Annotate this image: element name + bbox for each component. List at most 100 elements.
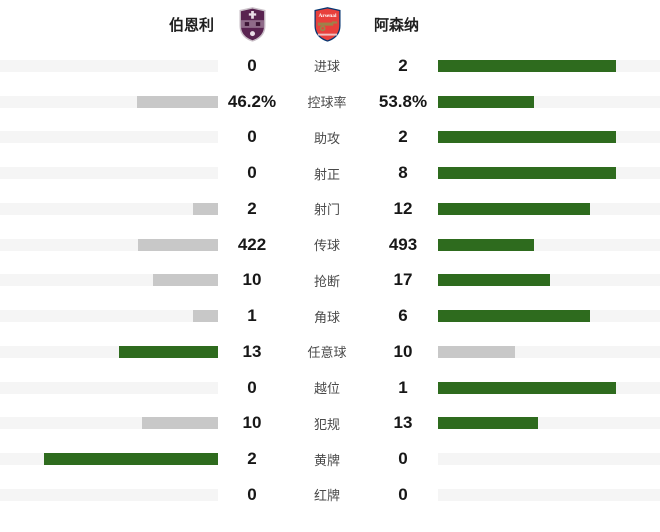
home-bar-fill [137, 238, 218, 251]
home-bar-fill [43, 453, 218, 466]
away-bar-track [438, 238, 660, 251]
away-bar-track [438, 488, 660, 501]
home-bar-fill [193, 310, 218, 323]
away-bar-track [438, 453, 660, 466]
stat-row: 0 助攻 2 [0, 120, 660, 156]
home-value: 13 [242, 341, 262, 361]
home-bar-fill [119, 345, 218, 358]
away-value: 2 [398, 127, 408, 147]
home-bar-track [0, 417, 218, 430]
stat-label: 黄牌 [313, 452, 340, 468]
stat-label: 红牌 [313, 488, 340, 504]
arsenal-crest-text: Arsenal [318, 12, 336, 18]
arsenal-crest-icon: Arsenal [313, 6, 341, 42]
stat-row: 0 射正 8 [0, 155, 660, 191]
home-value: 10 [242, 413, 262, 433]
away-value: 493 [388, 234, 418, 254]
home-bar-track [0, 274, 218, 287]
home-bar-track [0, 381, 218, 394]
away-bar-fill [438, 202, 591, 215]
away-bar-fill [438, 274, 550, 287]
stat-label: 传球 [313, 238, 340, 254]
away-bar-fill [438, 238, 534, 251]
home-value: 0 [247, 163, 257, 183]
home-value: 0 [247, 55, 257, 75]
stat-row: 0 红牌 0 [0, 477, 660, 513]
stat-label: 助攻 [313, 130, 340, 146]
home-value: 2 [247, 449, 257, 469]
away-value: 10 [393, 341, 413, 361]
away-value: 13 [393, 413, 413, 433]
away-team-name: 阿森纳 [374, 16, 420, 34]
away-value: 53.8% [378, 91, 428, 111]
away-bar-track [438, 381, 660, 394]
stat-row: 10 犯规 13 [0, 406, 660, 442]
home-value: 422 [237, 234, 267, 254]
away-bar-track [438, 345, 660, 358]
away-value: 0 [398, 484, 408, 504]
burnley-crest-icon [238, 6, 266, 42]
home-bar-track [0, 488, 218, 501]
stat-row: 422 传球 493 [0, 227, 660, 263]
away-value: 0 [398, 449, 408, 469]
stat-row: 0 进球 2 [0, 48, 660, 84]
away-value: 17 [393, 270, 413, 290]
away-bar-track [438, 417, 660, 430]
stat-row: 0 越位 1 [0, 370, 660, 406]
home-bar-track [0, 453, 218, 466]
home-bar-track [0, 345, 218, 358]
away-bar-fill [438, 131, 616, 144]
away-bar-track [438, 274, 660, 287]
away-bar-track [438, 95, 660, 108]
home-bar-fill [193, 202, 218, 215]
home-bar-track [0, 310, 218, 323]
home-bar-track [0, 238, 218, 251]
stat-label: 犯规 [313, 416, 340, 432]
home-bar-fill [142, 417, 218, 430]
away-bar-track [438, 167, 660, 180]
away-bar-track [438, 202, 660, 215]
away-bar-fill [438, 167, 616, 180]
away-value: 8 [398, 163, 408, 183]
away-bar-fill [438, 310, 591, 323]
away-value: 1 [398, 377, 408, 397]
stat-row: 46.2% 控球率 53.8% [0, 84, 660, 120]
stat-label: 任意球 [307, 345, 347, 361]
away-bar-fill [438, 417, 539, 430]
away-bar-track [438, 310, 660, 323]
stat-label: 进球 [313, 59, 340, 75]
home-value: 46.2% [227, 91, 277, 111]
home-bar-track [0, 131, 218, 144]
home-value: 1 [247, 306, 257, 326]
stat-row: 13 任意球 10 [0, 334, 660, 370]
away-value: 12 [393, 198, 413, 218]
stat-row: 2 射门 12 [0, 191, 660, 227]
stat-rows: 0 进球 2 46.2% 控球率 53.8% 0 助攻 2 0 射正 [0, 48, 660, 513]
home-value: 0 [247, 377, 257, 397]
home-value: 2 [247, 198, 257, 218]
away-bar-fill [438, 59, 616, 72]
stat-label: 抢断 [313, 273, 340, 289]
home-bar-track [0, 167, 218, 180]
home-bar-track [0, 59, 218, 72]
away-bar-fill [438, 95, 534, 108]
home-value: 0 [247, 127, 257, 147]
stats-header: 伯恩利 Arsenal 阿森纳 [0, 0, 660, 48]
home-bar-fill [137, 95, 218, 108]
stat-label: 射门 [313, 202, 340, 218]
stat-label: 角球 [313, 309, 340, 325]
away-bar-fill [438, 381, 616, 394]
home-bar-track [0, 95, 218, 108]
stat-label: 越位 [313, 381, 340, 397]
away-bar-track [438, 131, 660, 144]
home-value: 10 [242, 270, 262, 290]
home-team-name: 伯恩利 [168, 16, 214, 34]
home-bar-fill [153, 274, 218, 287]
stat-row: 1 角球 6 [0, 298, 660, 334]
away-bar-fill [438, 345, 516, 358]
home-value: 0 [247, 484, 257, 504]
away-bar-track [438, 59, 660, 72]
away-value: 6 [398, 306, 408, 326]
home-bar-track [0, 202, 218, 215]
